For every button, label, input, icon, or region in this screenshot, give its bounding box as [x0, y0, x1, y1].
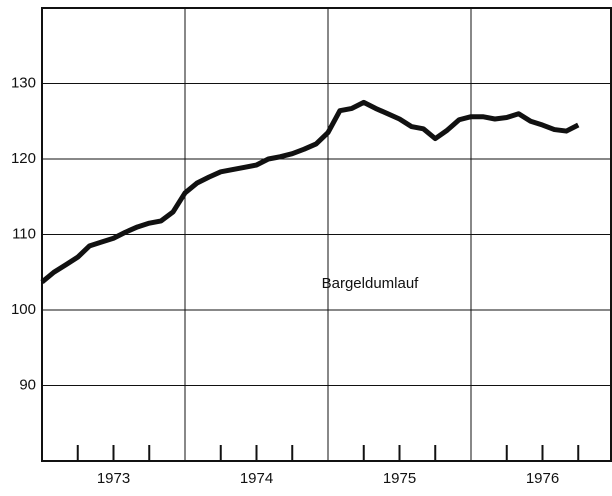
annotation: Bargeldumlauf	[322, 275, 420, 292]
y-tick-label: 130	[11, 74, 36, 91]
y-tick-label: 100	[11, 301, 36, 318]
x-tick-label: 1976	[526, 470, 559, 487]
data-line	[40, 99, 580, 284]
x-tick-label: 1975	[383, 470, 416, 487]
x-tick-label: 1974	[240, 470, 273, 487]
y-tick-label: 110	[12, 225, 36, 242]
x-tick-label: 1973	[97, 470, 130, 487]
y-tick-label: 120	[11, 150, 36, 167]
y-tick-label: 90	[19, 376, 36, 393]
